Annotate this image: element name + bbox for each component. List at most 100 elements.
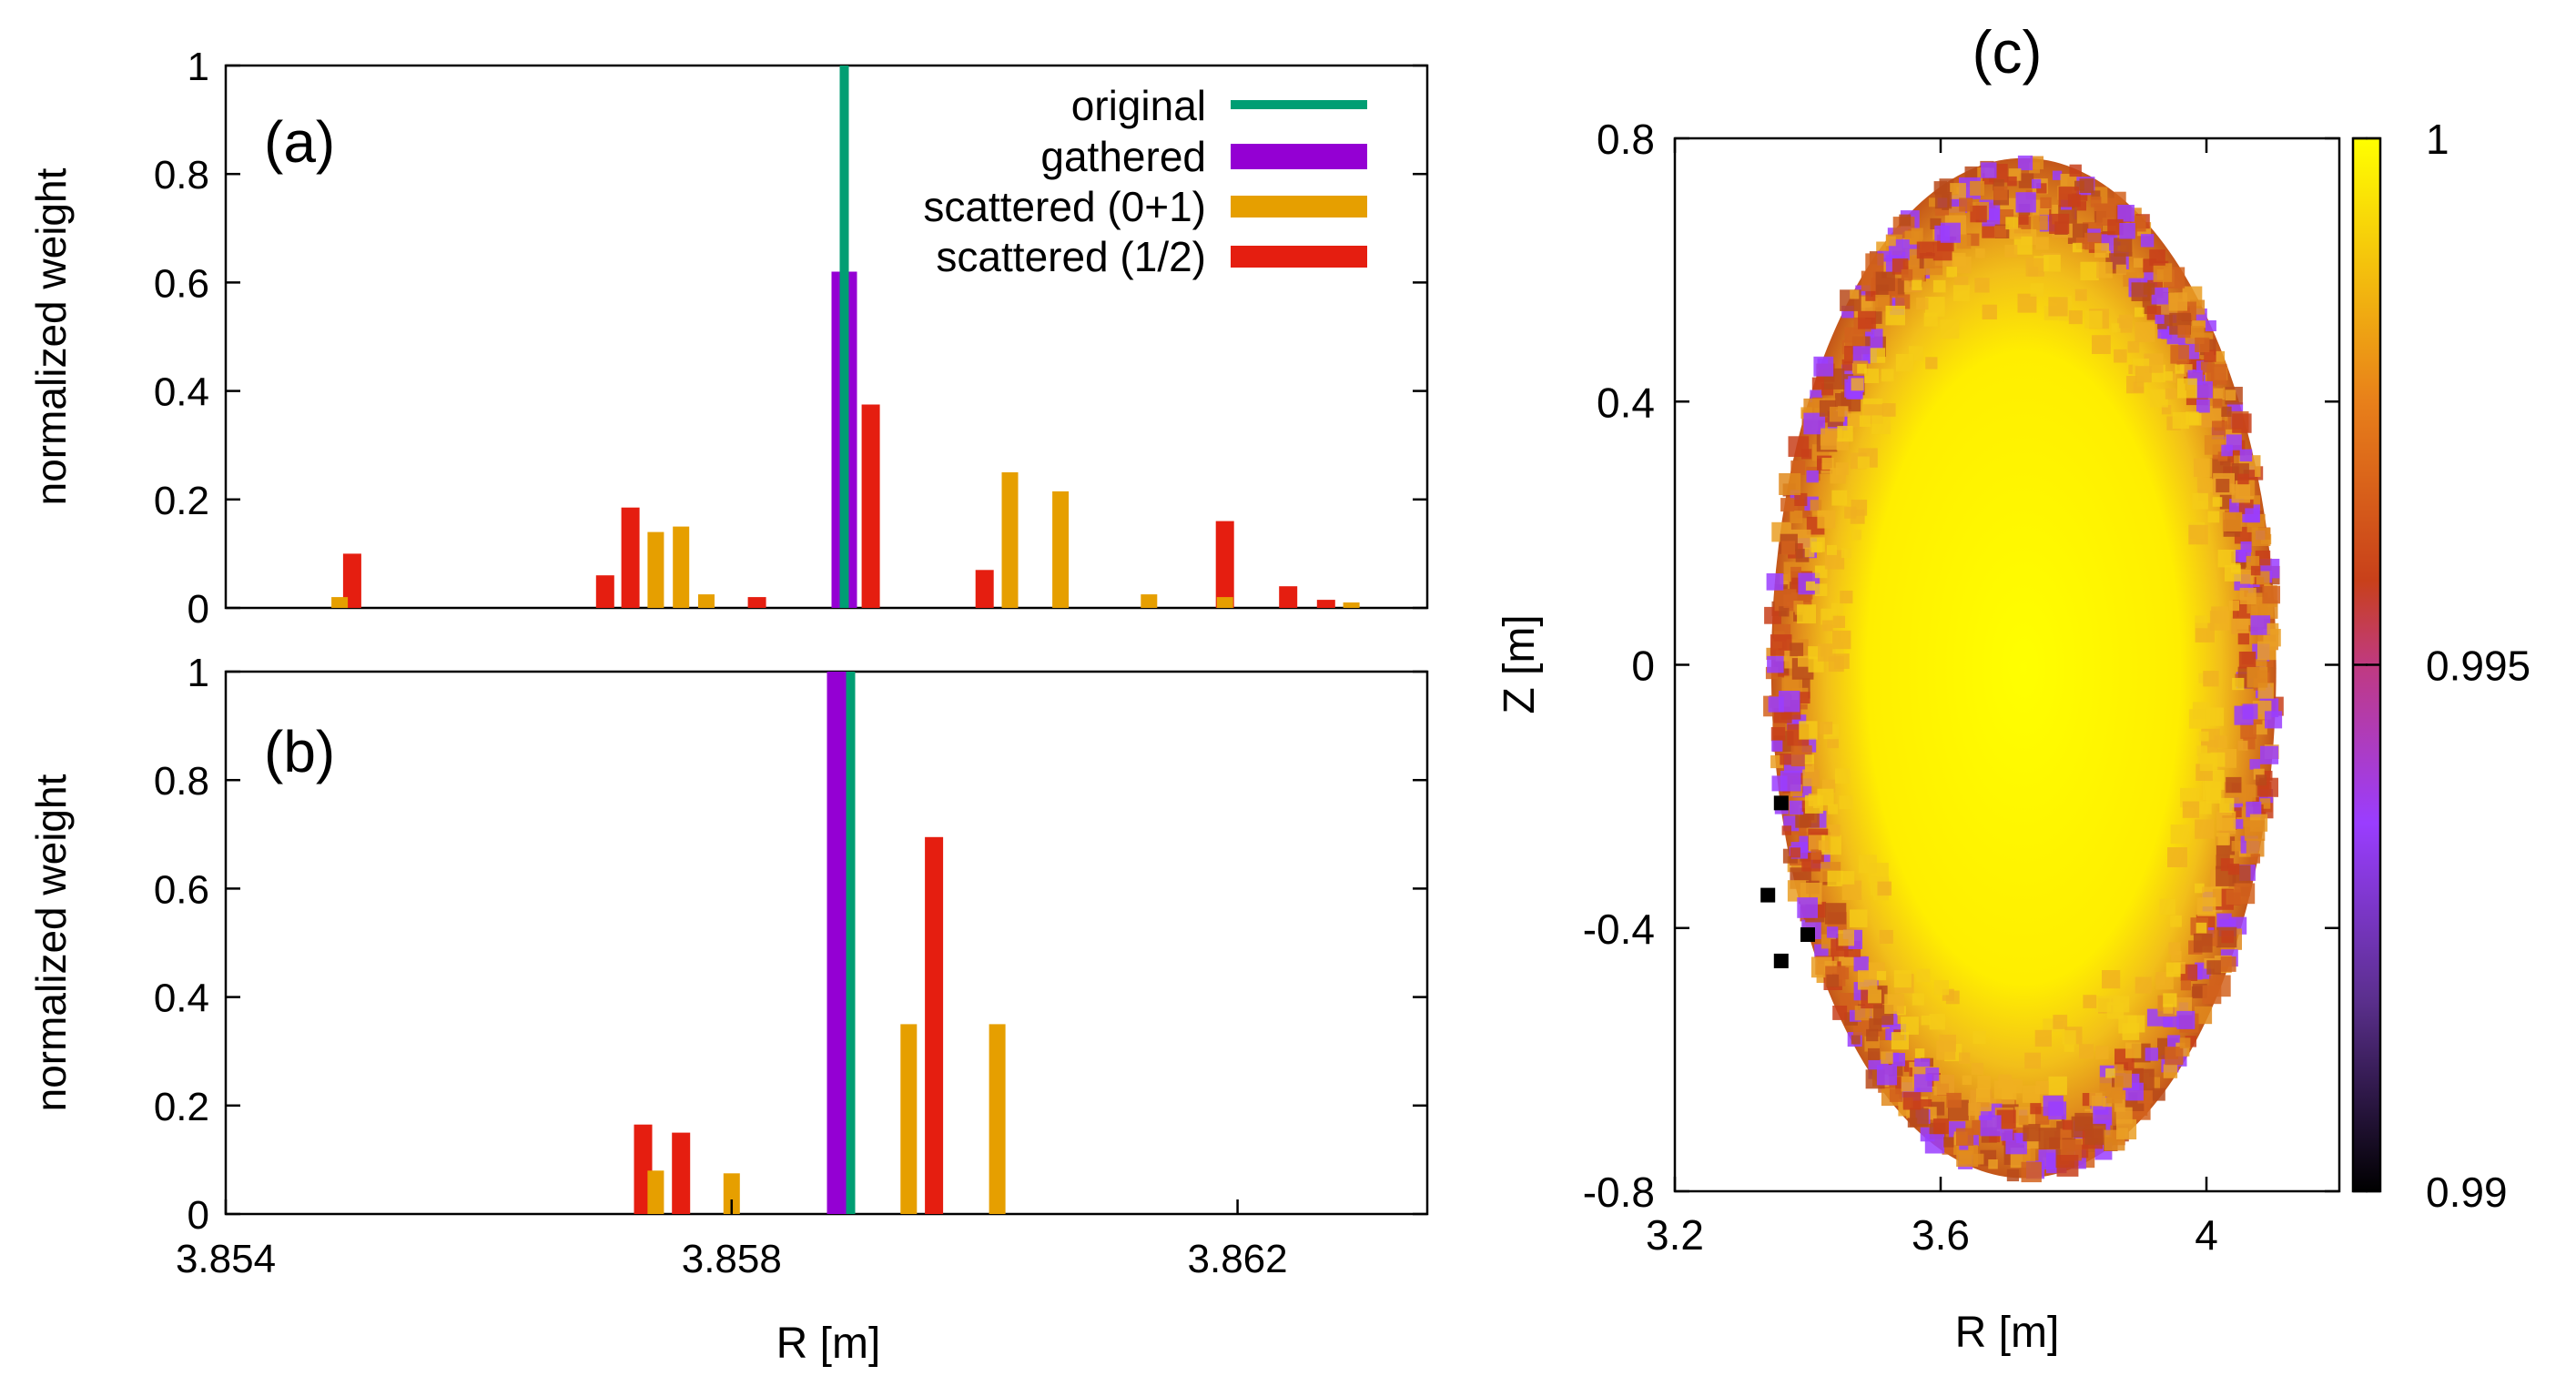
edge-cell bbox=[1797, 897, 1818, 918]
mid-cell bbox=[1831, 490, 1848, 506]
edge-cell bbox=[1779, 691, 1800, 713]
mid-cell bbox=[2134, 307, 2145, 318]
edge-cell bbox=[1771, 740, 1783, 752]
edge-cell bbox=[2237, 473, 2249, 485]
edge-cell bbox=[1902, 1091, 1922, 1110]
mid-cell bbox=[1869, 863, 1889, 883]
mid-cell bbox=[1811, 541, 1823, 553]
mid-cell bbox=[1828, 825, 1841, 837]
panel-b-ylabel: normalized weight bbox=[27, 774, 75, 1111]
mid-cell bbox=[1814, 583, 1828, 596]
mid-cell bbox=[2092, 335, 2111, 354]
mid-cell bbox=[2064, 1042, 2074, 1052]
mid-cell bbox=[1929, 1014, 1946, 1030]
mid-cell bbox=[1837, 426, 1853, 442]
mid-cell bbox=[1859, 415, 1871, 427]
edge-cell bbox=[2213, 350, 2226, 363]
panel-a-bar-scattered-0-1-0 bbox=[331, 597, 349, 608]
panel-b-bar-scattered-1-2-2 bbox=[925, 836, 944, 1214]
mid-cell bbox=[1884, 994, 1904, 1014]
edge-cell bbox=[1767, 655, 1784, 673]
panel-b-xlabel: R [m] bbox=[776, 1320, 881, 1368]
mid-cell bbox=[2127, 1015, 2145, 1033]
mid-cell bbox=[2209, 611, 2230, 631]
edge-cell bbox=[2204, 349, 2216, 362]
panel-a-ylabel: normalized weight bbox=[27, 167, 75, 505]
mid-cell bbox=[2217, 550, 2236, 568]
edge-cell bbox=[2231, 807, 2242, 818]
edge-cell bbox=[1810, 849, 1821, 860]
edge-cell bbox=[1970, 205, 1987, 223]
edge-cell bbox=[1950, 183, 1966, 199]
panel-b-frame bbox=[224, 670, 1429, 1216]
panel-a-bar-scattered-1-2-5 bbox=[975, 570, 994, 608]
mid-cell bbox=[1849, 909, 1868, 927]
edge-cell bbox=[2193, 933, 2213, 953]
edge-cell bbox=[1934, 192, 1952, 209]
mid-cell bbox=[2216, 811, 2236, 831]
mid-cell bbox=[2010, 228, 2022, 239]
mid-cell bbox=[2163, 1004, 2174, 1014]
mid-cell bbox=[2005, 217, 2019, 230]
edge-cell bbox=[2226, 776, 2242, 794]
edge-cell bbox=[2191, 986, 2203, 997]
mid-cell bbox=[1923, 312, 1938, 327]
edge-cell bbox=[1981, 162, 1997, 178]
edge-cell bbox=[1826, 974, 1840, 987]
edge-cell bbox=[2093, 1106, 2113, 1126]
mid-cell bbox=[2053, 1015, 2068, 1029]
mid-cell bbox=[2232, 677, 2245, 691]
mid-cell bbox=[2079, 1044, 2094, 1059]
edge-cell bbox=[2030, 156, 2044, 170]
edge-cell bbox=[2212, 420, 2228, 437]
mid-cell bbox=[1817, 510, 1836, 529]
mid-cell bbox=[2205, 707, 2225, 726]
edge-cell bbox=[2018, 1115, 2029, 1126]
edge-cell bbox=[1964, 166, 1978, 179]
edge-cell bbox=[1881, 1051, 1893, 1064]
edge-cell bbox=[1982, 223, 1997, 238]
mid-cell bbox=[2074, 288, 2087, 301]
mid-cell bbox=[2072, 242, 2083, 253]
panel-a-bar-scattered-1-2-2 bbox=[621, 507, 640, 608]
edge-cell bbox=[1868, 1047, 1881, 1060]
edge-cell bbox=[2253, 587, 2264, 597]
mid-cell bbox=[1797, 604, 1816, 624]
edge-cell bbox=[2030, 1103, 2042, 1115]
mid-cell bbox=[1820, 722, 1833, 734]
edge-cell bbox=[1780, 498, 1795, 512]
edge-cell bbox=[2018, 215, 2029, 225]
mid-cell bbox=[1832, 630, 1851, 650]
edge-cell bbox=[1980, 1115, 2002, 1137]
edge-cell bbox=[2149, 249, 2165, 266]
edge-cell bbox=[1865, 253, 1884, 272]
edge-cell bbox=[1780, 770, 1801, 792]
edge-cell bbox=[1916, 241, 1934, 259]
edge-cell bbox=[2231, 484, 2250, 503]
edge-cell bbox=[2116, 1118, 2137, 1139]
mid-cell bbox=[2171, 950, 2182, 962]
mid-cell bbox=[2044, 254, 2061, 272]
edge-cell bbox=[1851, 1035, 1861, 1045]
mid-cell bbox=[1868, 989, 1881, 1004]
edge-cell bbox=[2031, 178, 2042, 189]
edge-cell bbox=[1955, 1128, 1974, 1146]
edge-cell bbox=[2038, 1128, 2061, 1149]
panel-b-bar-original-0 bbox=[846, 672, 856, 1214]
mid-cell bbox=[2195, 883, 2205, 894]
mid-cell bbox=[1821, 620, 1833, 632]
edge-cell bbox=[2246, 666, 2268, 688]
mid-cell bbox=[1799, 721, 1818, 740]
mid-cell bbox=[1982, 304, 1997, 319]
edge-cell bbox=[2252, 527, 2271, 546]
edge-cell bbox=[2036, 183, 2047, 194]
edge-cell bbox=[2117, 205, 2135, 222]
panel-b-label: (b) bbox=[264, 719, 335, 784]
mid-cell bbox=[2214, 735, 2227, 749]
edge-cell bbox=[2115, 264, 2126, 275]
mid-cell bbox=[1827, 544, 1837, 555]
edge-cell bbox=[1970, 181, 1984, 196]
edge-cell bbox=[1866, 1028, 1879, 1042]
panel-b-ytick-label-1: 0.2 bbox=[154, 1085, 209, 1129]
